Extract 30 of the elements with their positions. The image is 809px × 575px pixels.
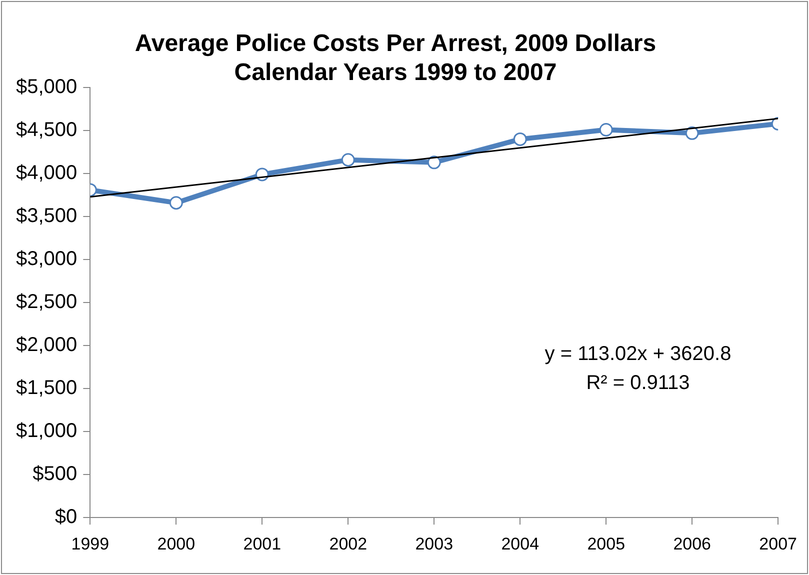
y-tick-label: $3,000 — [16, 248, 78, 270]
point — [169, 196, 183, 210]
text: Average Police Costs Per Arrest, 2009 Dollars — [134, 30, 656, 58]
y-tick-label: $4,000 — [16, 162, 78, 184]
y-tick-label: $3,500 — [16, 205, 78, 228]
x-tick-label: 2002 — [329, 534, 368, 554]
y-tick-label: $1,000 — [16, 420, 78, 442]
y-tick-label: $1,500 — [16, 377, 78, 400]
x-tick-label: 2006 — [673, 534, 712, 554]
y-tick-label: $0 — [54, 506, 78, 528]
text: Calendar Years 1999 to 2007 — [234, 58, 557, 86]
point — [513, 132, 527, 146]
point — [427, 156, 441, 170]
point — [599, 122, 613, 136]
x-tick-label: 2000 — [157, 534, 196, 554]
annotation: y = 113.02x + 3620.8 — [544, 343, 732, 365]
point — [341, 153, 355, 167]
y-tick-label: $5,000 — [16, 76, 78, 98]
x-tick-label: 2005 — [587, 534, 626, 554]
y-tick-label: $500 — [32, 463, 78, 486]
x-tick-label: 2004 — [501, 534, 540, 554]
point — [685, 126, 699, 140]
x-tick-label: 2007 — [759, 534, 798, 554]
y-tick-label: $2,500 — [16, 291, 78, 314]
y-tick-label: $2,000 — [16, 334, 78, 356]
y-tick-label: $4,500 — [16, 119, 78, 142]
x-tick-label: 2003 — [415, 534, 454, 554]
x-tick-label: 2001 — [243, 534, 282, 554]
annotation: R² = 0.9113 — [586, 372, 690, 394]
x-tick-label: 1999 — [71, 534, 110, 554]
